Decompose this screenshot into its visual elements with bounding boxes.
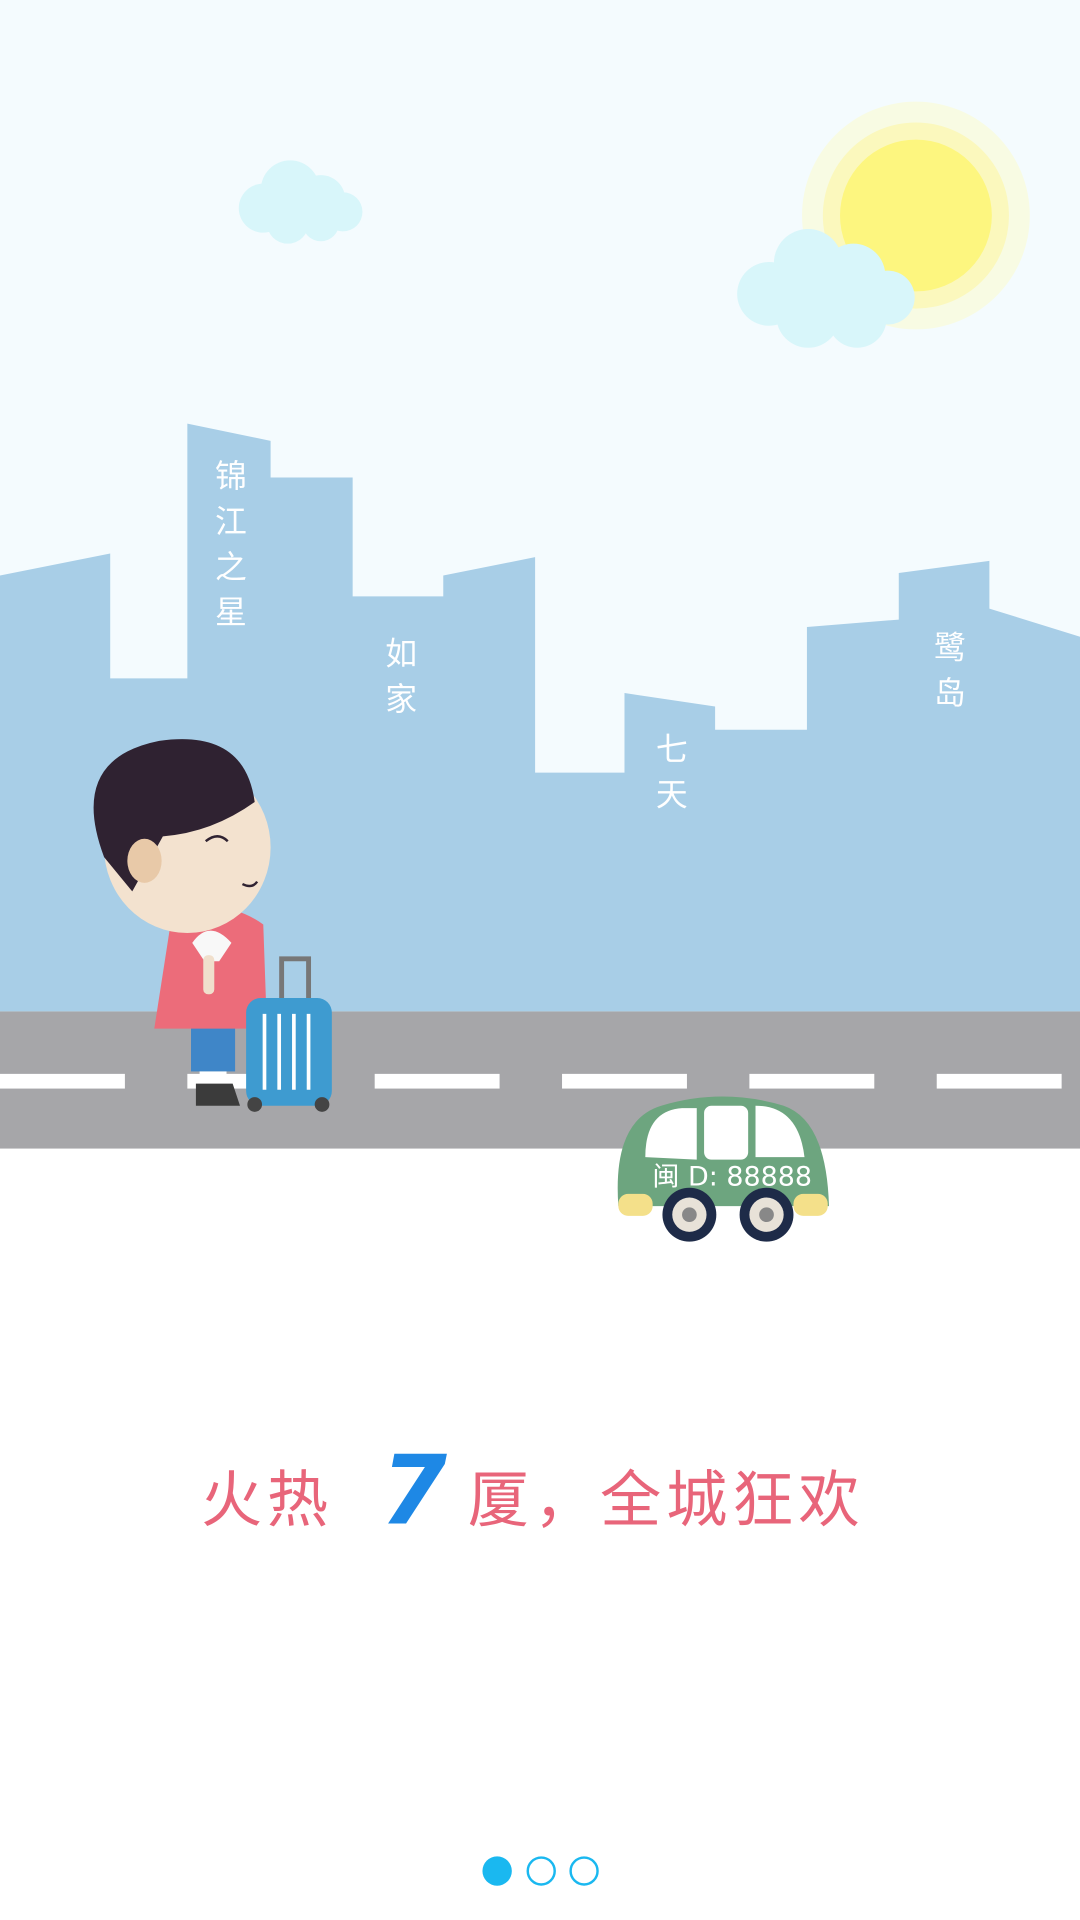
page-dot-active[interactable] [482,1856,512,1886]
page-indicator [482,1856,599,1886]
city-skyline [0,423,1080,1012]
cloud [238,160,363,244]
suitcase [246,956,332,1112]
headline-text: 厦，全城狂欢 [468,1465,865,1536]
building-label: 鹭岛 [929,631,967,722]
headline-text: 火热 [201,1465,333,1536]
road [0,1011,1080,1149]
road-markings [0,1073,1062,1089]
page-dot[interactable] [526,1856,556,1886]
license-plate: 闽 D: 88888 [653,1161,812,1192]
cloud [737,228,915,348]
car: 闽 D: 88888 [617,1096,829,1242]
person [93,739,271,1106]
headline-number: 7 [381,1434,448,1546]
building-label: 七天 [651,732,689,823]
building-label: 锦江之星 [210,459,248,640]
building-label: 如家 [380,637,418,728]
page-dot[interactable] [569,1856,599,1886]
